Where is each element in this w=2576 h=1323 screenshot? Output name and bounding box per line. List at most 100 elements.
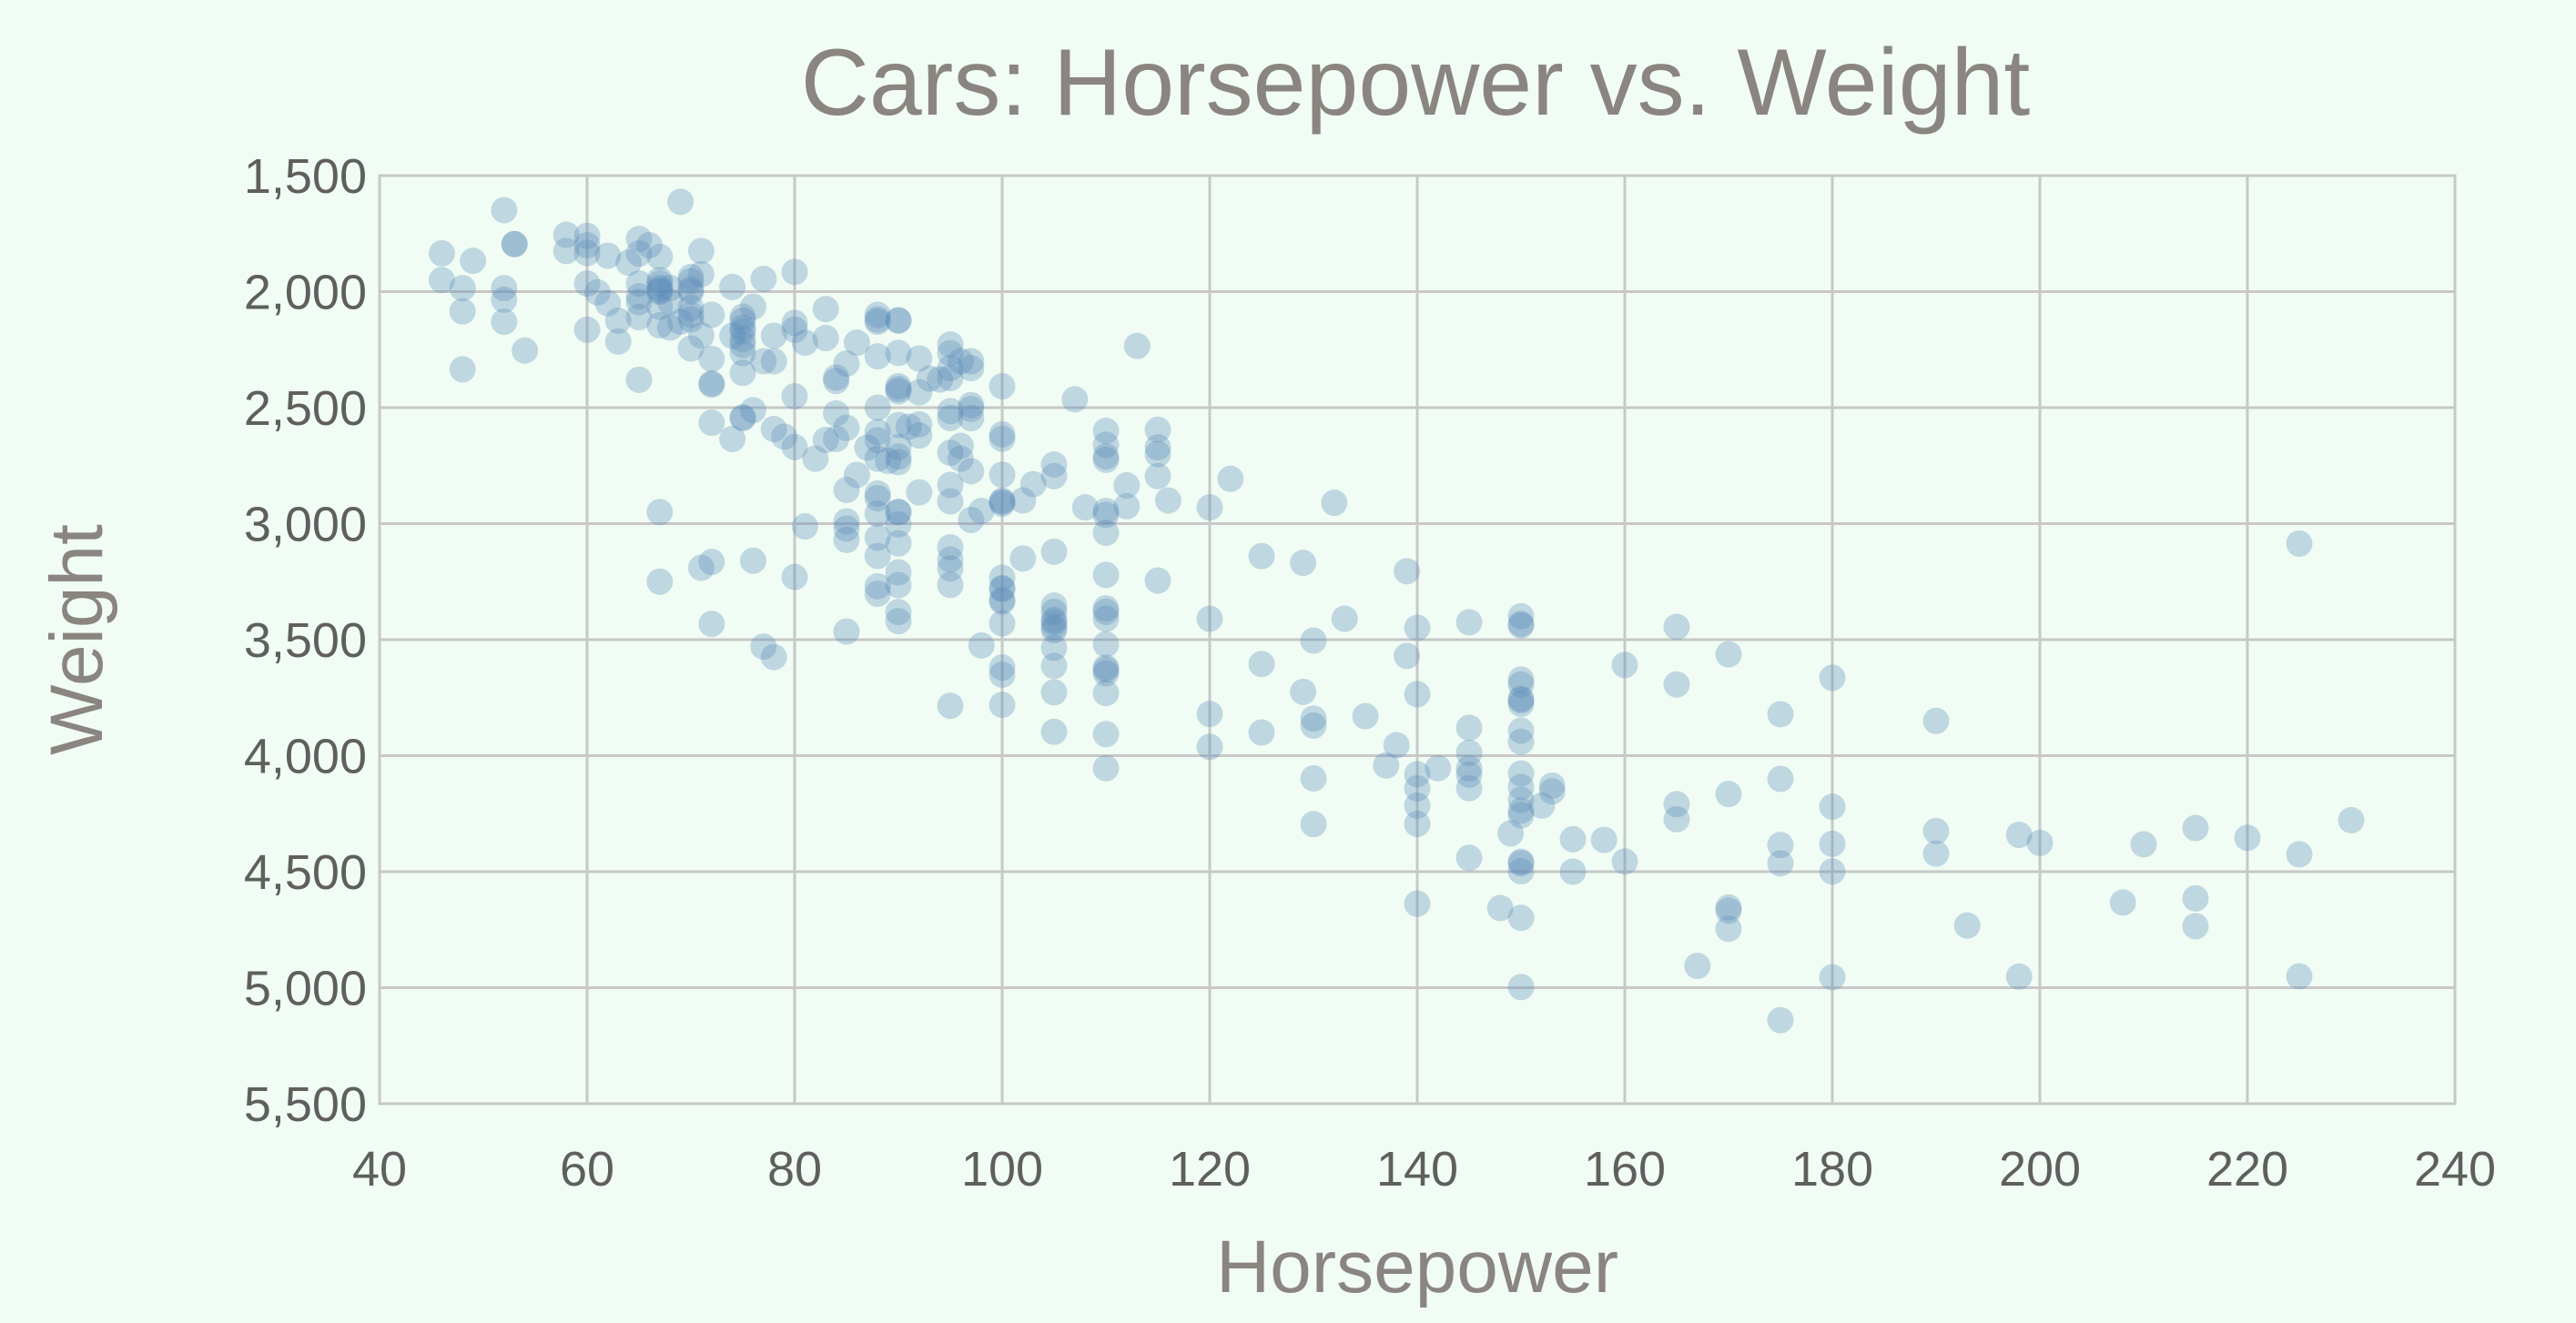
data-point	[729, 331, 756, 359]
data-point	[937, 571, 964, 599]
data-point	[843, 461, 870, 489]
data-point	[1144, 462, 1171, 490]
data-point	[823, 364, 850, 391]
data-point	[937, 692, 964, 720]
data-point	[1123, 332, 1151, 359]
data-point	[989, 692, 1016, 719]
data-point	[1819, 964, 1846, 991]
data-point	[937, 355, 964, 382]
data-point	[1040, 462, 1068, 490]
data-point	[989, 574, 1016, 601]
data-point	[1819, 664, 1846, 692]
data-point	[625, 366, 653, 393]
data-point	[864, 427, 891, 454]
data-point	[1507, 857, 1535, 884]
data-point	[823, 368, 850, 395]
x-tick-label: 100	[961, 1142, 1043, 1197]
data-point	[1559, 858, 1587, 885]
data-point	[895, 413, 922, 440]
data-point	[2286, 530, 2313, 557]
data-point	[958, 355, 985, 382]
data-point	[646, 293, 674, 320]
data-point	[989, 610, 1016, 637]
data-point	[885, 307, 912, 334]
data-point	[729, 314, 756, 341]
data-point	[958, 391, 985, 419]
data-point	[885, 443, 912, 470]
data-point	[833, 618, 860, 645]
data-point	[1092, 446, 1120, 473]
data-point	[573, 222, 601, 249]
data-point	[2286, 963, 2313, 990]
data-point	[687, 322, 715, 349]
data-point	[719, 322, 746, 349]
data-point	[1092, 595, 1120, 622]
data-point	[646, 275, 674, 302]
data-point	[1331, 605, 1358, 632]
data-point	[791, 513, 818, 540]
data-point	[885, 510, 912, 538]
data-point	[1061, 386, 1089, 413]
data-point	[594, 289, 622, 317]
data-point	[1953, 912, 1981, 939]
data-point	[1404, 774, 1431, 802]
y-tick-label: 3,000	[244, 498, 367, 552]
data-point	[449, 356, 476, 383]
data-point	[594, 242, 622, 269]
data-point	[812, 325, 839, 351]
x-axis-ticks: 40 60 80 100 120 140 160 180 200 220 240	[352, 1142, 2496, 1197]
data-point	[864, 581, 891, 608]
data-point	[823, 399, 850, 427]
data-point	[760, 643, 787, 671]
data-point	[1819, 793, 1846, 821]
data-point	[1715, 894, 1742, 921]
data-point	[1507, 691, 1535, 718]
data-point	[667, 188, 695, 216]
data-point	[781, 309, 808, 337]
data-point	[646, 270, 674, 298]
data-point	[1538, 778, 1566, 805]
data-point	[1715, 897, 1742, 924]
data-point	[1507, 611, 1535, 639]
data-point	[1196, 733, 1223, 761]
data-point	[812, 296, 839, 323]
data-point	[833, 350, 860, 378]
data-point	[802, 445, 829, 472]
data-point	[1507, 666, 1535, 693]
data-point	[1040, 617, 1068, 644]
data-point	[1767, 1006, 1794, 1034]
data-point	[719, 273, 746, 300]
data-point	[1040, 592, 1068, 620]
data-point	[604, 328, 632, 355]
data-point	[729, 404, 756, 431]
data-point	[512, 337, 539, 364]
data-point	[864, 542, 891, 570]
data-point	[989, 420, 1016, 448]
data-point	[1009, 545, 1037, 572]
data-point	[781, 316, 808, 343]
data-point	[1611, 651, 1638, 679]
data-point	[1507, 802, 1535, 829]
data-point	[646, 277, 674, 304]
data-point	[1019, 470, 1047, 498]
data-point	[1300, 811, 1327, 838]
data-point	[854, 434, 881, 461]
data-point	[1040, 609, 1068, 636]
data-point	[501, 230, 528, 258]
data-point	[1767, 850, 1794, 877]
data-point	[791, 329, 818, 357]
data-point	[760, 348, 787, 375]
data-point	[885, 608, 912, 635]
data-point	[958, 348, 985, 375]
data-point	[698, 371, 725, 399]
data-point	[1715, 641, 1742, 668]
data-point	[1404, 810, 1431, 837]
data-point	[1404, 614, 1431, 641]
data-point	[1507, 728, 1535, 755]
data-point	[968, 631, 995, 659]
data-point	[1321, 490, 1348, 517]
data-point	[1092, 656, 1120, 683]
data-point	[1767, 832, 1794, 859]
data-point	[1507, 848, 1535, 875]
x-tick-label: 240	[2414, 1142, 2496, 1197]
